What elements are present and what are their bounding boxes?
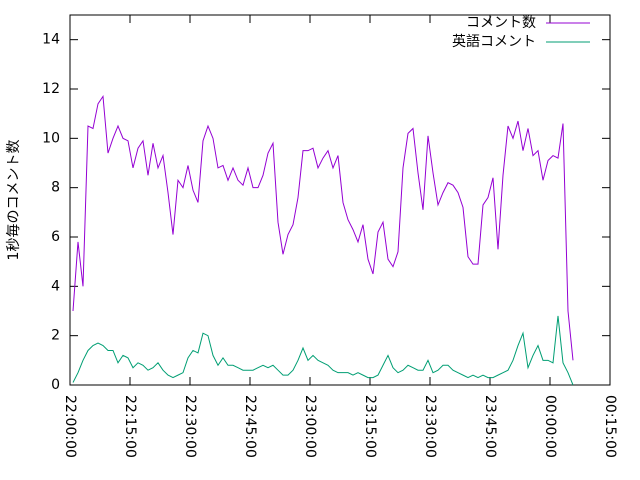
x-tick-label: 22:30:00 — [182, 395, 198, 458]
legend-label: コメント数 — [466, 15, 536, 31]
series-line — [72, 94, 574, 361]
x-tick-label: 23:45:00 — [482, 395, 498, 458]
y-tick-label: 14 — [42, 32, 60, 48]
y-tick-label: 8 — [51, 180, 60, 196]
y-tick-label: 12 — [42, 81, 60, 97]
x-tick-label: 22:00:00 — [62, 395, 78, 458]
legend-label: 英語コメント — [452, 33, 536, 50]
x-tick-label: 22:15:00 — [122, 395, 138, 458]
x-tick-label: 00:00:00 — [542, 395, 558, 458]
x-tick-label: 22:45:00 — [242, 395, 258, 458]
x-tick-label: 23:15:00 — [362, 395, 378, 458]
x-tick-label: 00:15:00 — [602, 395, 618, 458]
y-tick-label: 10 — [42, 130, 60, 146]
x-tick-label: 23:00:00 — [302, 395, 318, 458]
x-tick-label: 23:30:00 — [422, 395, 438, 458]
y-tick-label: 6 — [51, 229, 60, 245]
y-axis-label: 1秒毎のコメント数 — [6, 140, 22, 261]
y-tick-label: 0 — [51, 377, 60, 393]
y-tick-label: 4 — [51, 278, 60, 294]
plot-frame — [69, 14, 611, 386]
series-line — [72, 315, 574, 386]
y-tick-label: 2 — [51, 328, 60, 344]
